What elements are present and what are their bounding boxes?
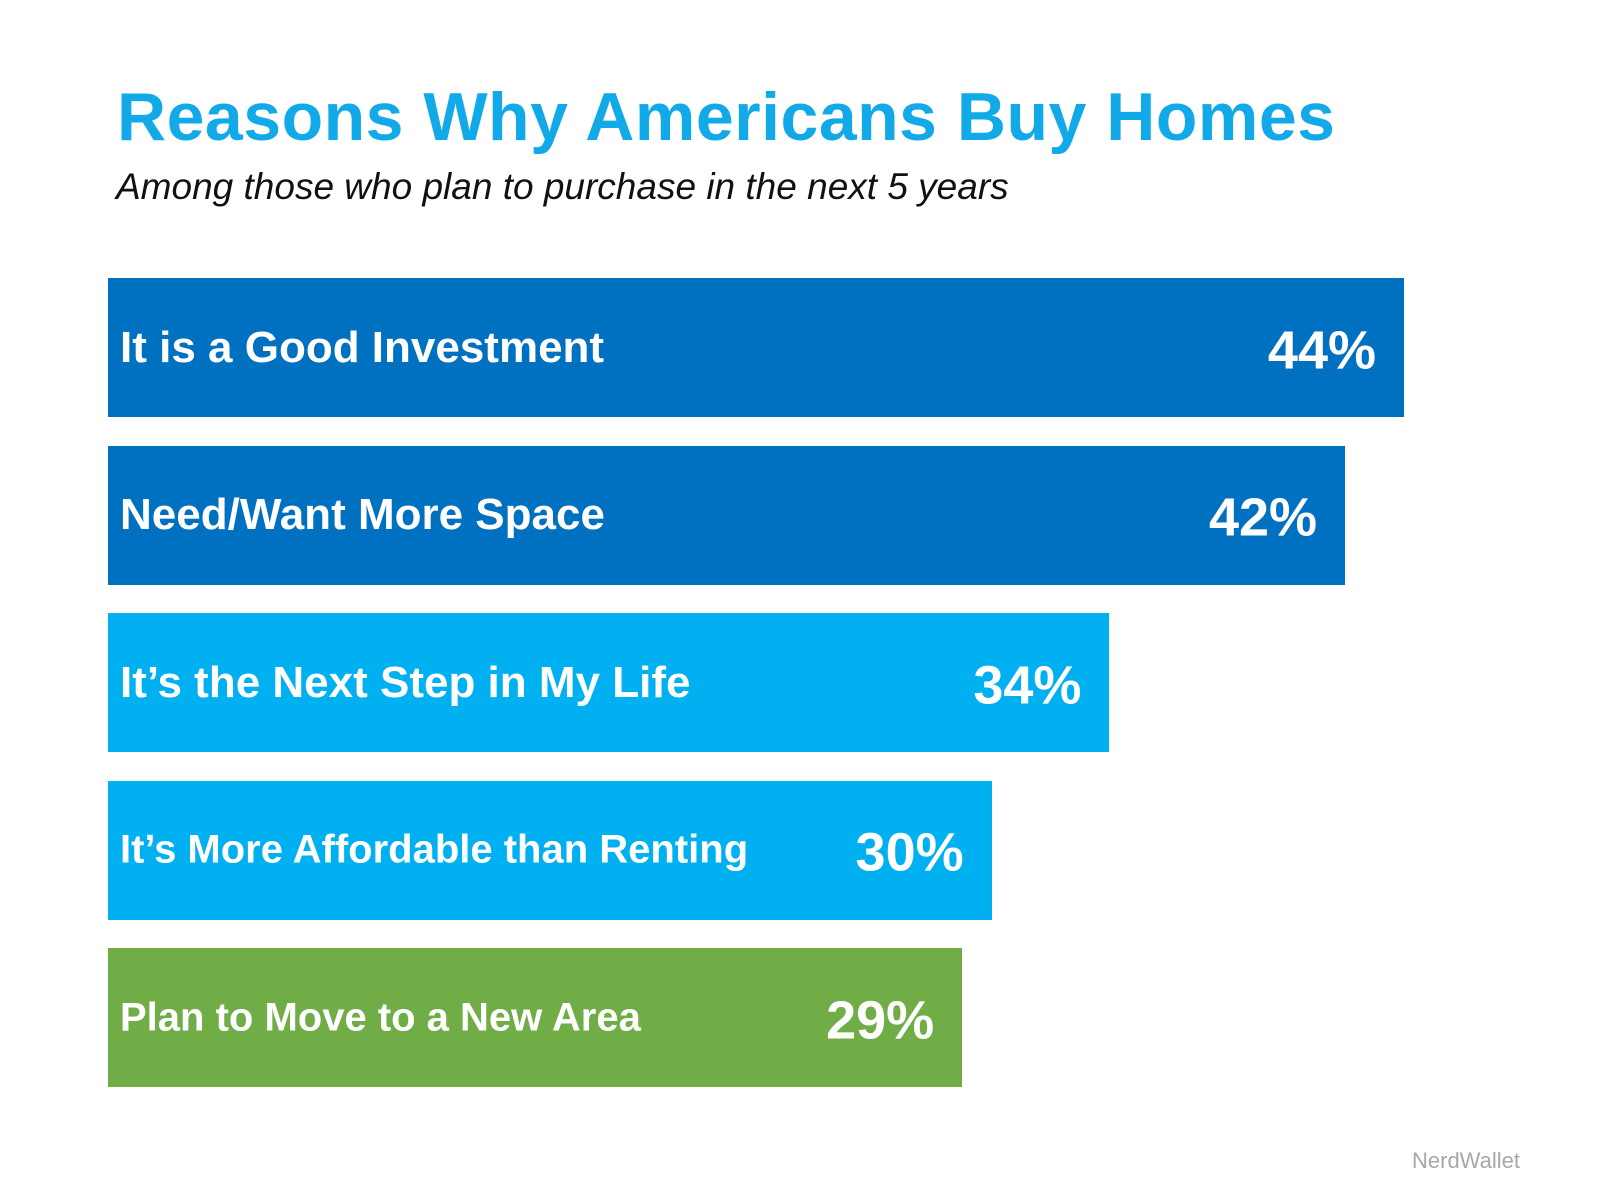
bar: It’s the Next Step in My Life 34% (108, 613, 1110, 752)
bar-value-label: 34% (973, 654, 1082, 715)
bar-label: It’s More Affordable than Renting (120, 827, 749, 872)
chart-subtitle: Among those who plan to purchase in the … (116, 166, 1009, 207)
bar: It’s More Affordable than Renting 30% (108, 780, 992, 920)
bar-label: Plan to Move to a New Area (120, 995, 641, 1039)
chart-title: Reasons Why Americans Buy Homes (117, 79, 1336, 155)
source-label: NerdWallet (1412, 1148, 1520, 1173)
bar: Plan to Move to a New Area 29% (108, 948, 963, 1087)
bar-label: Need/Want More Space (120, 490, 605, 539)
bar-value-label: 29% (826, 989, 935, 1050)
bar-value-label: 42% (1208, 487, 1318, 548)
bar-value-label: 44% (1267, 319, 1376, 380)
bar-value-label: 30% (855, 822, 964, 883)
bar: It is a Good Investment 44% (108, 278, 1404, 417)
bar: Need/Want More Space 42% (108, 445, 1346, 585)
bar-label: It is a Good Investment (120, 322, 605, 372)
bar-label: It’s the Next Step in My Life (120, 657, 691, 707)
